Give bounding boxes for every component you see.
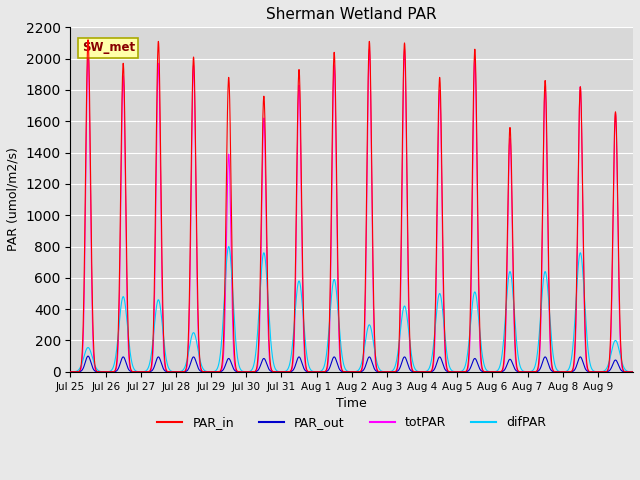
Text: SW_met: SW_met [82, 41, 135, 54]
Legend: PAR_in, PAR_out, totPAR, difPAR: PAR_in, PAR_out, totPAR, difPAR [152, 411, 551, 434]
Title: Sherman Wetland PAR: Sherman Wetland PAR [266, 7, 437, 22]
Y-axis label: PAR (umol/m2/s): PAR (umol/m2/s) [7, 147, 20, 252]
X-axis label: Time: Time [337, 397, 367, 410]
